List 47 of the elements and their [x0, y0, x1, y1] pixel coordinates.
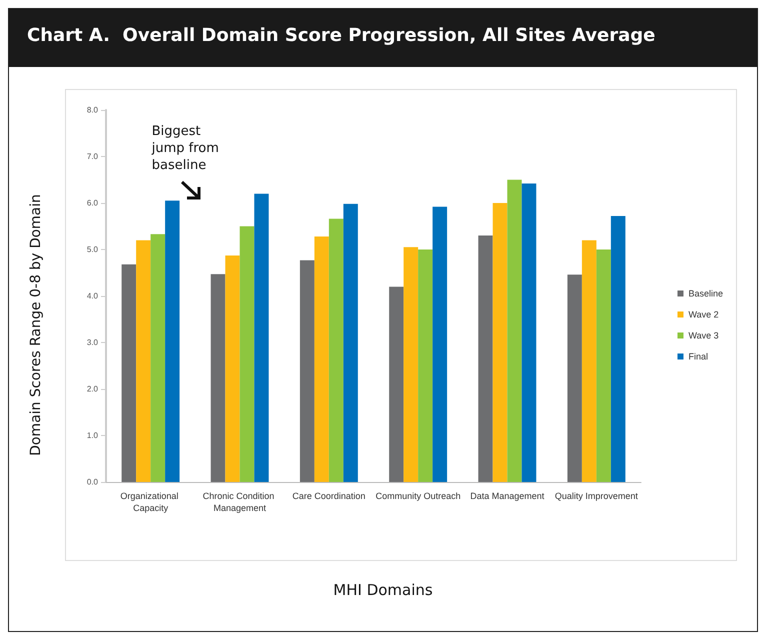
chart-title: Chart A. Overall Domain Score Progression, All Sites Average [9, 9, 757, 67]
x-tick-label: Quality Improvement [554, 491, 638, 501]
y-tick-label: 1.0 [86, 431, 99, 440]
bar [328, 218, 344, 482]
bar [150, 234, 166, 482]
y-tick-label: 3.0 [86, 338, 99, 347]
bar [418, 250, 433, 482]
bar [582, 240, 596, 482]
x-tick-label: Organizational Capacity [120, 491, 181, 513]
y-tick-label: 7.0 [86, 152, 99, 161]
x-axis-title: MHI Domains [332, 581, 434, 599]
legend-label: Final [688, 352, 708, 362]
legend-label: Wave 2 [688, 310, 719, 320]
y-tick-label: 4.0 [86, 292, 99, 300]
bar [567, 274, 582, 482]
y-axis-title: Domain Scores Range 0-8 by Domain [28, 194, 44, 456]
x-tick-label: Chronic Condition Management [202, 491, 277, 513]
bar [432, 206, 448, 482]
bar [610, 216, 626, 482]
bar [314, 236, 329, 482]
x-tick-label: Care Coordination [292, 491, 366, 501]
annotation: Biggest jump from baseline [152, 123, 220, 174]
bar [210, 274, 226, 482]
bar [254, 194, 269, 482]
bar [492, 203, 508, 482]
bar [165, 200, 180, 482]
y-tick-label: 0.0 [86, 478, 99, 486]
y-tick-label: 5.0 [86, 245, 99, 254]
bar [225, 256, 240, 482]
y-tick-label: 6.0 [86, 198, 99, 208]
bar [596, 250, 611, 482]
bar [404, 247, 418, 482]
x-tick-label: Data Management [470, 491, 545, 501]
y-tick-label: 8.0 [86, 106, 99, 114]
bar [240, 226, 254, 482]
y-tick-label: 2.0 [86, 384, 99, 394]
bar [478, 236, 493, 482]
x-tick-label: Community Outreach [376, 491, 461, 501]
bar [522, 183, 536, 482]
bar [389, 286, 404, 482]
bar [136, 240, 151, 482]
bar [343, 204, 358, 482]
bar [300, 260, 314, 482]
legend-label: Wave 3 [688, 330, 719, 340]
bar [507, 180, 522, 482]
bar [122, 264, 136, 482]
legend-label: Baseline [688, 288, 724, 298]
